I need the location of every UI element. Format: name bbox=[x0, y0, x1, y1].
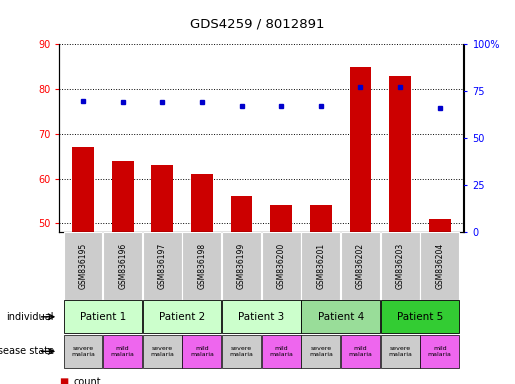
Text: disease state: disease state bbox=[0, 346, 54, 356]
Text: GSM836201: GSM836201 bbox=[316, 243, 325, 289]
Text: GSM836199: GSM836199 bbox=[237, 243, 246, 289]
Text: GSM836202: GSM836202 bbox=[356, 243, 365, 289]
Bar bbox=[389, 76, 411, 384]
Text: count: count bbox=[74, 377, 101, 384]
Text: GSM836196: GSM836196 bbox=[118, 243, 127, 289]
Bar bbox=[301, 232, 340, 300]
Bar bbox=[262, 232, 301, 300]
Bar bbox=[182, 335, 221, 368]
Text: Patient 5: Patient 5 bbox=[397, 312, 443, 322]
Bar bbox=[143, 335, 182, 368]
Text: GSM836203: GSM836203 bbox=[396, 243, 405, 289]
Text: GDS4259 / 8012891: GDS4259 / 8012891 bbox=[190, 17, 325, 30]
Text: GSM836195: GSM836195 bbox=[78, 243, 88, 289]
Text: GSM836204: GSM836204 bbox=[435, 243, 444, 289]
Text: Patient 4: Patient 4 bbox=[318, 312, 364, 322]
Bar bbox=[341, 335, 380, 368]
Bar bbox=[143, 232, 182, 300]
Text: mild
malaria: mild malaria bbox=[111, 346, 134, 357]
Bar bbox=[151, 165, 173, 384]
Bar bbox=[301, 300, 380, 333]
Bar bbox=[381, 300, 459, 333]
Text: Patient 3: Patient 3 bbox=[238, 312, 284, 322]
Bar bbox=[222, 300, 301, 333]
Bar bbox=[420, 335, 459, 368]
Text: severe
malaria: severe malaria bbox=[230, 346, 253, 357]
Text: mild
malaria: mild malaria bbox=[428, 346, 452, 357]
Bar bbox=[262, 335, 301, 368]
Text: GSM836197: GSM836197 bbox=[158, 243, 167, 289]
Bar bbox=[63, 300, 142, 333]
Text: severe
malaria: severe malaria bbox=[388, 346, 412, 357]
Text: mild
malaria: mild malaria bbox=[190, 346, 214, 357]
Bar bbox=[103, 232, 142, 300]
Text: GSM836200: GSM836200 bbox=[277, 243, 286, 289]
Text: Patient 1: Patient 1 bbox=[80, 312, 126, 322]
Bar bbox=[429, 219, 451, 384]
Bar bbox=[222, 232, 261, 300]
Text: severe
malaria: severe malaria bbox=[309, 346, 333, 357]
Bar bbox=[301, 335, 340, 368]
Text: individual: individual bbox=[7, 312, 54, 322]
Text: GSM836198: GSM836198 bbox=[197, 243, 207, 289]
Bar bbox=[72, 147, 94, 384]
Bar bbox=[381, 232, 420, 300]
Bar bbox=[143, 300, 221, 333]
Bar bbox=[231, 197, 252, 384]
Text: mild
malaria: mild malaria bbox=[269, 346, 293, 357]
Text: mild
malaria: mild malaria bbox=[349, 346, 372, 357]
Bar bbox=[63, 232, 102, 300]
Bar bbox=[191, 174, 213, 384]
Bar bbox=[270, 205, 292, 384]
Text: severe
malaria: severe malaria bbox=[71, 346, 95, 357]
Bar bbox=[63, 335, 102, 368]
Bar bbox=[222, 335, 261, 368]
Bar bbox=[350, 66, 371, 384]
Bar bbox=[420, 232, 459, 300]
Bar bbox=[341, 232, 380, 300]
Bar bbox=[381, 335, 420, 368]
Bar bbox=[310, 205, 332, 384]
Bar bbox=[103, 335, 142, 368]
Text: Patient 2: Patient 2 bbox=[159, 312, 205, 322]
Text: ■: ■ bbox=[59, 377, 68, 384]
Text: severe
malaria: severe malaria bbox=[150, 346, 174, 357]
Bar bbox=[112, 161, 133, 384]
Bar bbox=[182, 232, 221, 300]
